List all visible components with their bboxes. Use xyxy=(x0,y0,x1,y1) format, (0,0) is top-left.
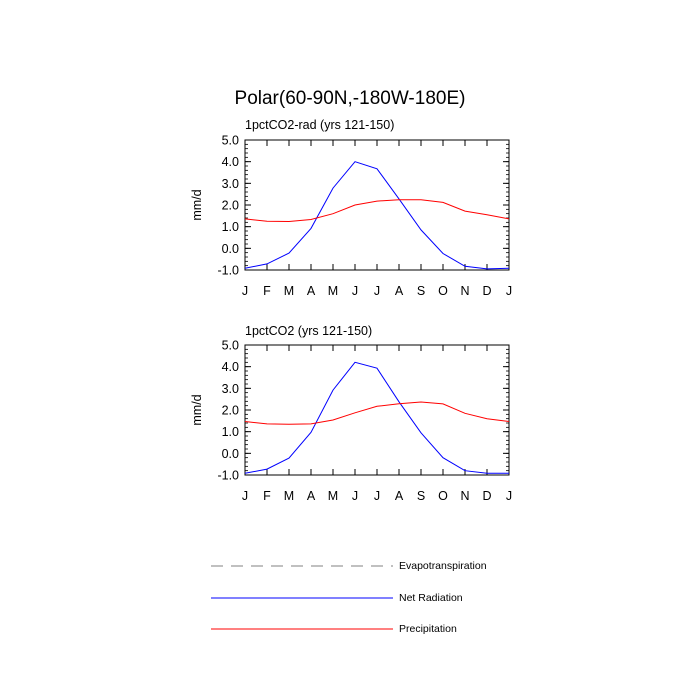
y-axis-title: mm/d xyxy=(190,189,204,220)
x-tick-label: F xyxy=(263,489,271,503)
x-tick-label: N xyxy=(460,284,469,298)
x-tick-label: A xyxy=(307,489,316,503)
x-tick-label: J xyxy=(374,489,380,503)
y-tick-label: 3.0 xyxy=(222,382,239,396)
x-tick-label: J xyxy=(242,489,248,503)
legend-label-evapotranspiration: Evapotranspiration xyxy=(399,560,487,572)
x-tick-label: J xyxy=(374,284,380,298)
panel-1-title: 1pctCO2-rad (yrs 121-150) xyxy=(245,118,395,132)
x-tick-label: F xyxy=(263,284,271,298)
y-tick-label: 4.0 xyxy=(222,155,239,169)
series-line-precipitation xyxy=(244,401,510,425)
x-tick-label: D xyxy=(482,284,491,298)
x-tick-label: N xyxy=(460,489,469,503)
y-tick-label: 0.0 xyxy=(222,447,239,461)
x-tick-label: M xyxy=(328,284,338,298)
y-tick-label: 4.0 xyxy=(222,360,239,374)
y-tick-label: -1.0 xyxy=(217,264,239,278)
panel-2-title: 1pctCO2 (yrs 121-150) xyxy=(245,324,373,338)
y-tick-label: 0.0 xyxy=(222,242,239,256)
x-tick-label: A xyxy=(395,284,404,298)
x-tick-label: J xyxy=(352,489,358,503)
x-tick-label: J xyxy=(352,284,358,298)
x-tick-label: S xyxy=(417,489,425,503)
x-tick-label: M xyxy=(284,284,294,298)
series-line-net-radiation xyxy=(244,161,510,270)
y-axis-title: mm/d xyxy=(190,394,204,425)
x-tick-label: J xyxy=(506,489,512,503)
y-tick-label: 5.0 xyxy=(222,134,239,148)
x-tick-label: M xyxy=(284,489,294,503)
plot-frame-1 xyxy=(244,139,510,271)
x-tick-label: O xyxy=(438,284,448,298)
x-tick-label: S xyxy=(417,284,425,298)
series-line-net-radiation xyxy=(244,361,509,474)
y-tick-label: 3.0 xyxy=(222,177,239,191)
legend-label-precipitation: Precipitation xyxy=(399,623,457,635)
x-tick-label: D xyxy=(482,489,491,503)
x-tick-label: M xyxy=(328,489,338,503)
figure-title: Polar(60-90N,-180W-180E) xyxy=(234,88,466,109)
x-tick-label: A xyxy=(307,284,316,298)
legend-label-net-radiation: Net Radiation xyxy=(399,592,463,604)
x-tick-label: J xyxy=(506,284,512,298)
series-line-precipitation xyxy=(244,199,510,223)
y-tick-label: 1.0 xyxy=(222,425,239,439)
x-tick-label: A xyxy=(395,489,404,503)
x-tick-label: O xyxy=(438,489,448,503)
plot-frame-2 xyxy=(244,344,510,476)
y-tick-label: -1.0 xyxy=(217,469,239,483)
y-tick-label: 5.0 xyxy=(222,339,239,353)
y-tick-label: 1.0 xyxy=(222,220,239,234)
y-tick-label: 2.0 xyxy=(222,404,239,418)
x-tick-label: J xyxy=(242,284,248,298)
y-tick-label: 2.0 xyxy=(222,199,239,213)
